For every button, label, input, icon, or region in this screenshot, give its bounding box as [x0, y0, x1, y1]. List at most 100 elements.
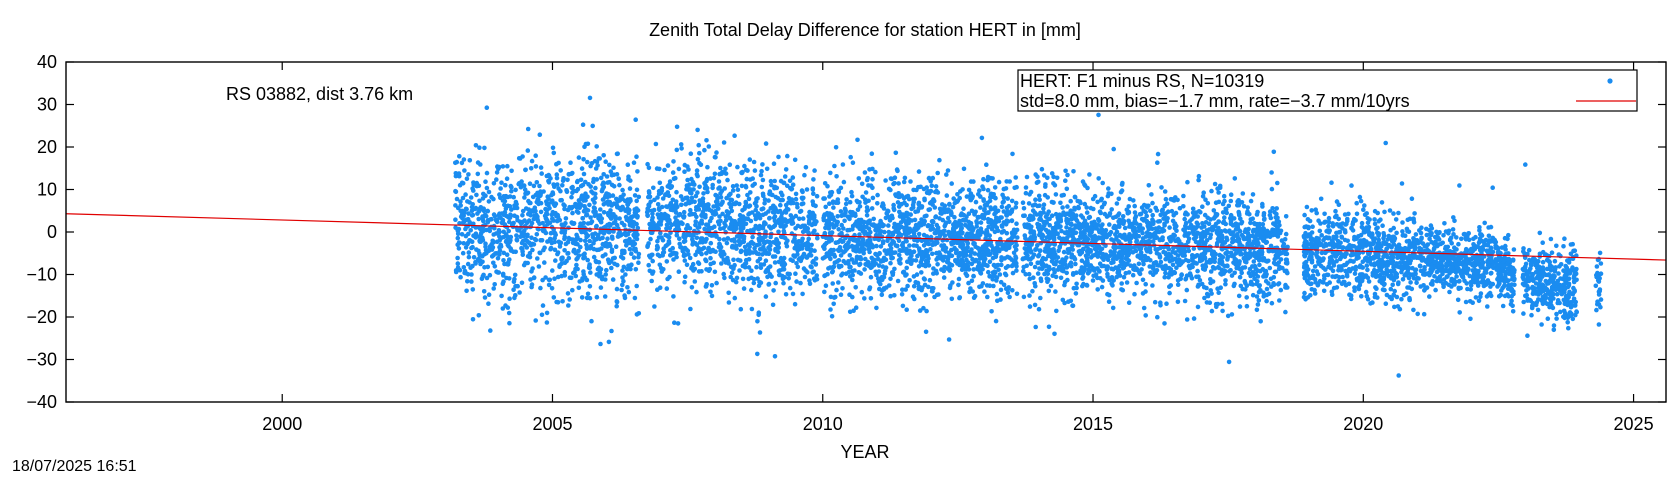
data-point — [1362, 203, 1367, 208]
data-point — [1096, 176, 1101, 181]
data-point — [1478, 291, 1484, 296]
data-point — [1209, 308, 1215, 314]
data-point — [1360, 259, 1366, 265]
data-point — [524, 245, 530, 250]
data-point — [937, 206, 943, 212]
data-point — [586, 182, 591, 187]
data-point — [1210, 279, 1216, 284]
data-point — [604, 267, 609, 273]
data-point — [481, 218, 486, 224]
data-point — [702, 226, 707, 232]
data-point — [565, 250, 571, 256]
data-point — [484, 275, 490, 281]
data-point — [615, 262, 620, 268]
data-point — [869, 151, 875, 156]
data-point — [662, 167, 667, 173]
data-point — [879, 203, 885, 209]
data-point — [1196, 177, 1201, 183]
data-point — [646, 165, 652, 171]
data-point — [1331, 242, 1337, 247]
data-point — [746, 265, 752, 270]
data-point — [1428, 281, 1434, 287]
data-point — [1023, 185, 1029, 190]
data-point — [1068, 198, 1073, 204]
data-point — [1239, 219, 1245, 225]
data-point — [1379, 200, 1385, 205]
data-point — [491, 181, 497, 186]
data-point — [892, 266, 897, 272]
data-point — [487, 272, 493, 278]
data-point — [1075, 198, 1080, 204]
data-point — [544, 211, 550, 217]
data-point — [605, 236, 610, 241]
data-point — [1053, 289, 1058, 294]
data-point — [735, 187, 741, 192]
data-point — [1314, 210, 1319, 216]
data-point — [632, 295, 638, 301]
data-point — [467, 238, 472, 243]
data-point — [1143, 218, 1149, 224]
data-point — [530, 194, 536, 200]
data-point — [783, 292, 789, 297]
data-point — [559, 273, 564, 279]
data-point — [463, 226, 468, 232]
data-point — [551, 295, 557, 300]
data-point — [847, 199, 853, 205]
data-point — [603, 159, 608, 164]
data-point — [664, 286, 670, 291]
data-point — [1457, 310, 1462, 315]
data-point — [766, 282, 771, 287]
data-point — [522, 187, 528, 192]
data-point — [1451, 215, 1456, 220]
data-point — [517, 228, 522, 233]
data-point — [1400, 277, 1406, 282]
data-point — [1434, 269, 1440, 275]
data-point — [793, 191, 799, 197]
data-point — [1359, 294, 1364, 299]
data-point — [937, 157, 942, 163]
data-point — [555, 182, 560, 187]
data-point — [938, 210, 943, 216]
data-point — [609, 265, 614, 271]
data-point — [1482, 220, 1487, 226]
data-point — [1450, 227, 1456, 232]
data-point — [780, 273, 785, 279]
data-point — [1463, 299, 1469, 305]
data-point — [1009, 198, 1015, 204]
data-point — [1393, 217, 1399, 222]
data-point — [1554, 311, 1559, 317]
data-point — [755, 319, 760, 324]
data-point — [614, 303, 619, 309]
data-point — [755, 258, 761, 264]
data-point — [1134, 280, 1139, 286]
data-point — [468, 265, 473, 271]
data-point — [1399, 181, 1405, 186]
data-point — [579, 166, 585, 171]
data-point — [772, 205, 777, 210]
data-point — [1568, 242, 1574, 247]
data-point — [466, 172, 471, 177]
data-point — [1278, 287, 1284, 293]
data-point — [999, 262, 1004, 268]
data-point — [1267, 209, 1273, 214]
data-point — [1221, 193, 1227, 199]
data-point — [1055, 255, 1061, 260]
data-point — [1104, 264, 1109, 270]
data-point — [1024, 174, 1030, 180]
data-point — [1150, 217, 1155, 222]
data-point — [950, 204, 956, 210]
data-point — [1380, 223, 1385, 228]
data-point — [549, 286, 555, 291]
data-point — [728, 205, 734, 210]
data-point — [1510, 257, 1516, 263]
data-point — [676, 269, 682, 275]
data-point — [1022, 233, 1028, 238]
data-point — [1021, 206, 1027, 211]
data-point — [629, 251, 634, 256]
data-point — [530, 209, 536, 214]
data-point — [806, 236, 811, 242]
data-point — [584, 277, 590, 283]
data-point — [828, 170, 833, 176]
data-point — [1113, 265, 1118, 270]
data-point — [676, 166, 682, 172]
